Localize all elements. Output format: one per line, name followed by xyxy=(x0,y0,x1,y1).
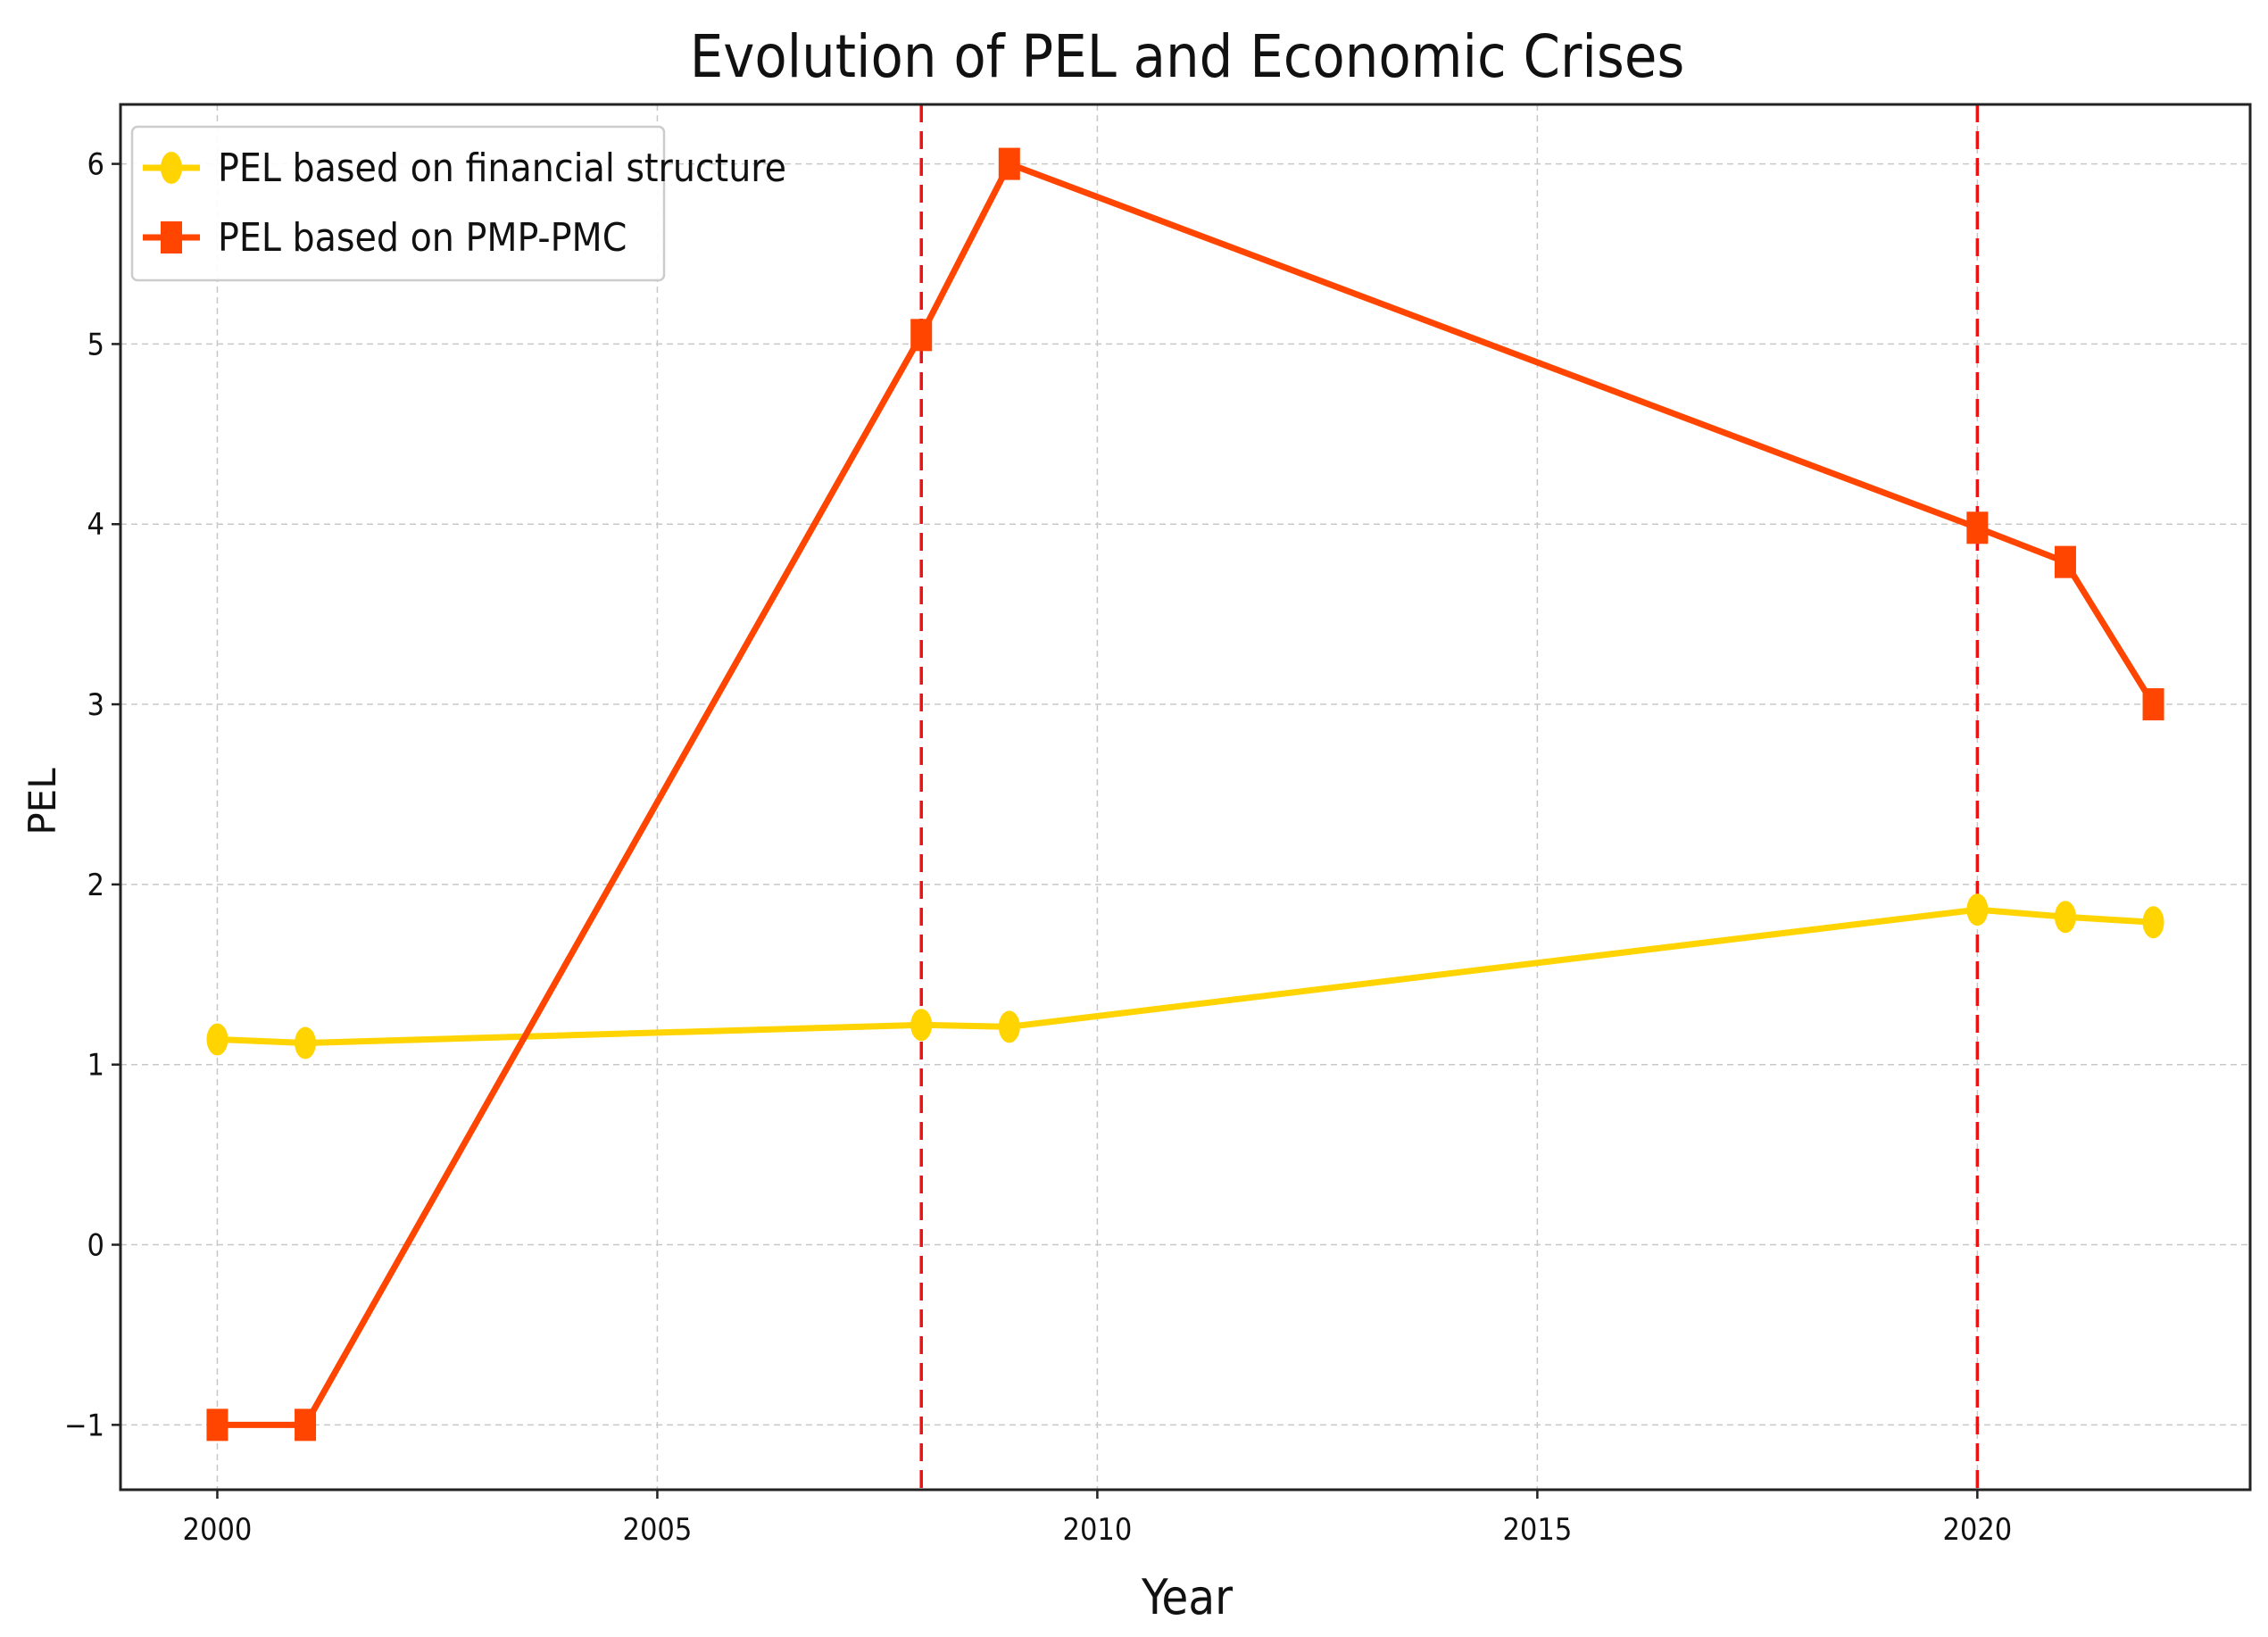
data-point xyxy=(2142,688,2164,721)
y-tick-label: 2 xyxy=(87,868,104,903)
data-point xyxy=(1966,893,1989,927)
y-tick-label: 1 xyxy=(87,1048,104,1084)
x-tick-label: 2020 xyxy=(1942,1512,2012,1548)
plot-frame xyxy=(119,103,2252,1492)
y-tick-label: 4 xyxy=(87,507,104,543)
legend-label: PEL based on PMP-PMC xyxy=(218,215,627,261)
data-point xyxy=(998,147,1020,180)
data-point xyxy=(2142,906,2164,939)
data-point xyxy=(2054,901,2076,934)
data-point xyxy=(206,1408,228,1442)
data-point xyxy=(295,1408,317,1442)
chart-title: Evolution of PEL and Economic Crises xyxy=(690,22,1685,91)
data-point xyxy=(910,319,933,352)
data-point xyxy=(295,1026,317,1059)
y-tick-label: 0 xyxy=(87,1228,104,1264)
y-tick-label: −1 xyxy=(64,1408,104,1443)
y-axis-label: PEL xyxy=(21,768,64,835)
x-tick-label: 2010 xyxy=(1062,1512,1132,1548)
x-tick-label: 2000 xyxy=(183,1512,253,1548)
legend: PEL based on financial structure PEL base… xyxy=(130,125,786,282)
y-tick-label: 3 xyxy=(87,687,104,723)
data-point xyxy=(910,1009,933,1042)
y-tick-label: 6 xyxy=(87,147,104,183)
data-point xyxy=(2054,545,2076,578)
x-tick-label: 2015 xyxy=(1502,1512,1572,1548)
legend-marker xyxy=(161,152,182,184)
data-point xyxy=(206,1023,228,1056)
series-layer xyxy=(206,147,2164,1442)
x-tick-label: 2005 xyxy=(623,1512,693,1548)
x-axis-ticks: 2000 2005 2010 2015 2020 xyxy=(183,1490,2012,1548)
data-point xyxy=(998,1010,1020,1043)
legend-marker xyxy=(161,221,182,253)
data-point xyxy=(1966,511,1989,544)
legend-frame xyxy=(130,125,666,282)
y-tick-label: 5 xyxy=(87,327,104,362)
y-axis-ticks: −1 0 1 2 3 4 5 6 xyxy=(64,147,120,1443)
x-axis-label: Year xyxy=(1141,1569,1233,1625)
legend-label: PEL based on financial structure xyxy=(218,145,786,191)
